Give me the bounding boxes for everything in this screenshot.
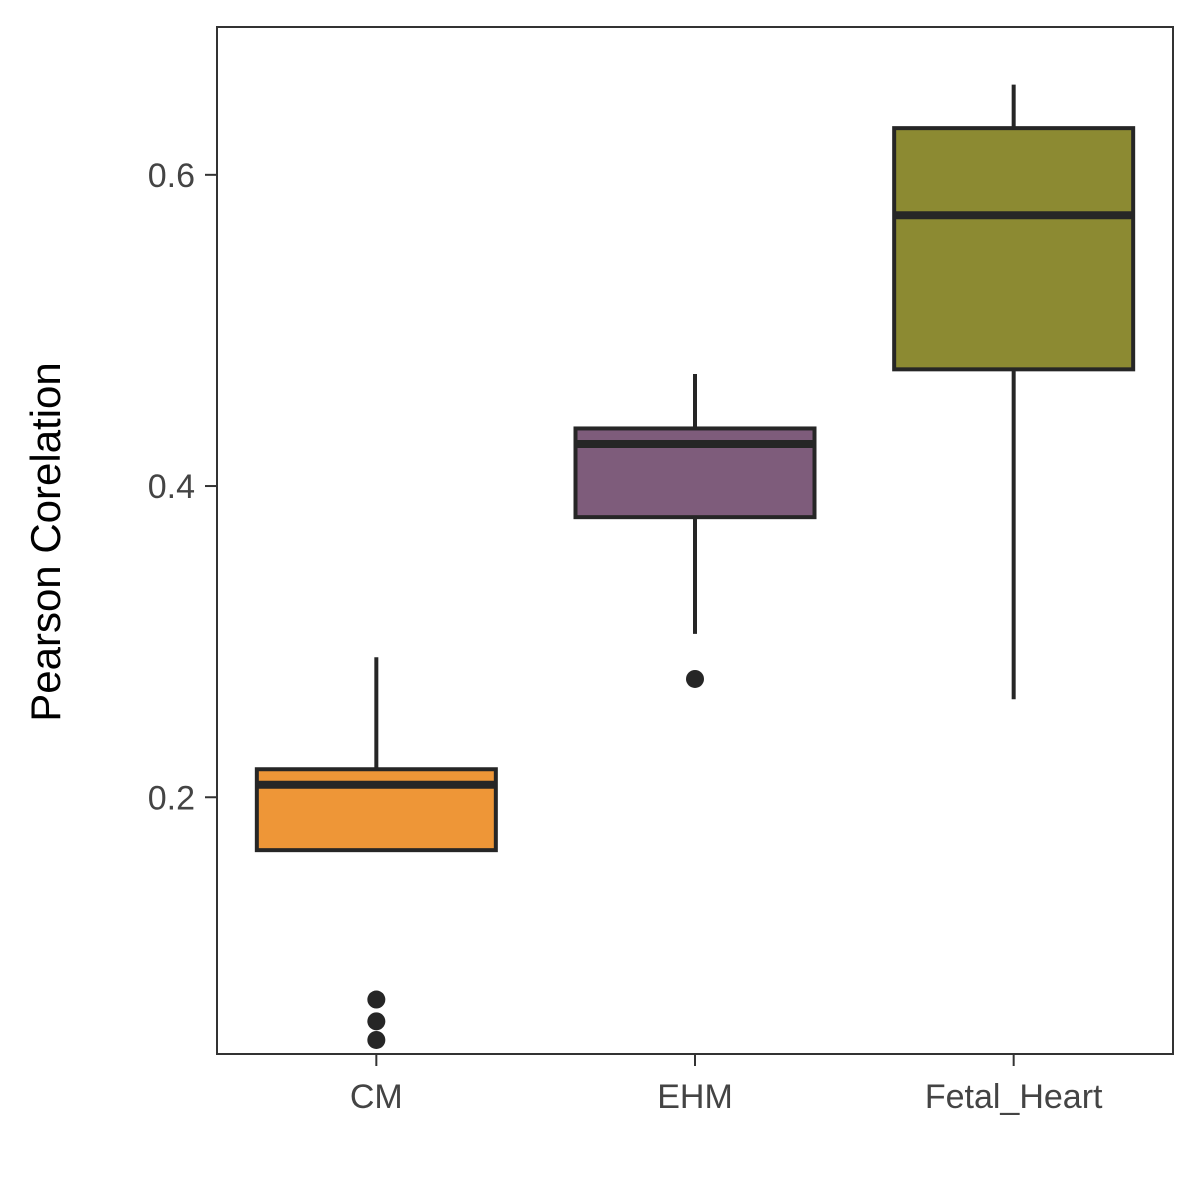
box-Fetal_Heart bbox=[892, 84, 1136, 700]
box-CM bbox=[254, 657, 498, 1049]
x-tick-label: EHM bbox=[657, 1078, 733, 1116]
x-tick-label: CM bbox=[350, 1078, 403, 1116]
y-tick-label: 0.4 bbox=[148, 468, 195, 506]
y-axis-title: Pearson Corelation bbox=[22, 362, 69, 722]
box-EHM bbox=[573, 374, 817, 688]
outlier-point bbox=[367, 1012, 386, 1031]
x-tick-label: Fetal_Heart bbox=[925, 1078, 1103, 1116]
box-iqr bbox=[892, 126, 1136, 372]
outlier-point bbox=[367, 990, 386, 1009]
axes-layer: 0.2 0.4 0.6 CM EHM Fetal_Heart bbox=[148, 157, 1103, 1116]
outlier-point bbox=[367, 1030, 386, 1049]
outlier-point bbox=[686, 669, 704, 688]
y-tick-label: 0.2 bbox=[148, 779, 195, 817]
boxes-layer bbox=[254, 84, 1136, 1049]
y-tick-label: 0.6 bbox=[148, 157, 195, 195]
plot-panel-border bbox=[216, 26, 1174, 1055]
